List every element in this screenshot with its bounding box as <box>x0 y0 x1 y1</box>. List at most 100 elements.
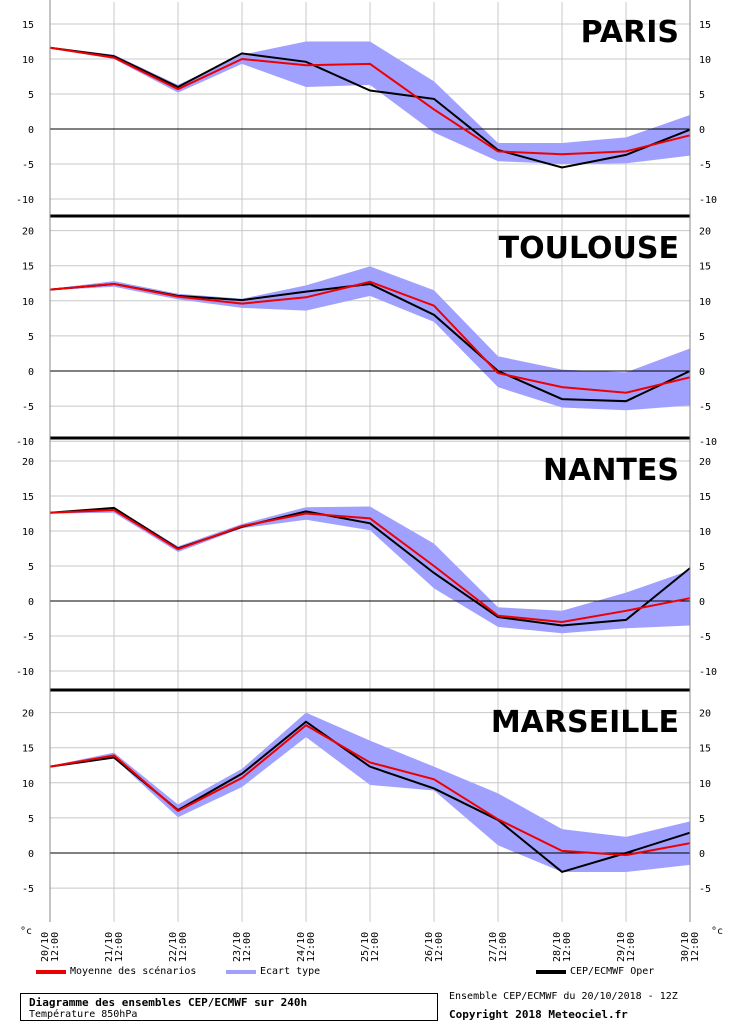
y-tick-label-left: 5 <box>28 814 34 825</box>
ecart-type-band <box>50 712 690 872</box>
y-tick-label-left: 0 <box>28 367 34 378</box>
ecart-type-band <box>50 266 690 411</box>
y-tick-label-right: 5 <box>699 332 705 343</box>
x-tick-hour: 12:00 <box>178 932 189 962</box>
y-tick-label-right: 20 <box>699 227 711 238</box>
y-tick-label-left: 10 <box>22 527 34 538</box>
x-tick-hour: 12:00 <box>626 932 637 962</box>
y-unit-right: °c <box>711 926 723 937</box>
y-unit-left: °c <box>20 926 32 937</box>
panel-title: NANTES <box>543 453 679 488</box>
y-tick-label-right: -5 <box>699 160 711 171</box>
x-tick-hour: 12:00 <box>562 932 573 962</box>
y-tick-label-right: 10 <box>699 55 711 66</box>
x-tick-date: 25/10 <box>360 932 371 962</box>
x-tick-date: 28/10 <box>552 932 563 962</box>
y-tick-label-right: 15 <box>699 744 711 755</box>
x-tick-hour: 12:00 <box>498 932 509 962</box>
y-tick-label-right: 0 <box>699 125 705 136</box>
y-tick-label-left: -5 <box>22 632 34 643</box>
y-tick-label-left: 0 <box>28 849 34 860</box>
x-tick-date: 24/10 <box>296 932 307 962</box>
y-tick-label-left: 20 <box>22 709 34 720</box>
y-tick-label-right: 10 <box>699 779 711 790</box>
footer-run-info: Ensemble CEP/ECMWF du 20/10/2018 - 12Z <box>449 991 678 1002</box>
footer-caption-box: Diagramme des ensembles CEP/ECMWF sur 24… <box>20 993 438 1021</box>
y-tick-label-left: 10 <box>22 55 34 66</box>
y-tick-label-right: -5 <box>699 402 711 413</box>
y-tick-label-right: 15 <box>699 262 711 273</box>
x-tick-hour: 12:00 <box>306 932 317 962</box>
legend-oper-swatch <box>536 969 566 974</box>
y-tick-label-left: 20 <box>22 227 34 238</box>
mean-series-line <box>49 280 691 394</box>
panel-title: PARIS <box>581 15 679 50</box>
ecart-type-band <box>50 41 690 164</box>
y-tick-label-left: -10 <box>16 437 34 448</box>
footer-subtitle: Température 850hPa <box>29 1009 138 1020</box>
y-tick-label-right: -5 <box>699 632 711 643</box>
x-tick-hour: 12:00 <box>50 932 61 962</box>
x-tick-date: 23/10 <box>232 932 243 962</box>
x-tick-hour: 12:00 <box>242 932 253 962</box>
legend-mean: Moyenne des scénarios <box>36 966 196 977</box>
y-tick-label-right: 15 <box>699 20 711 31</box>
y-tick-label-left: -5 <box>22 402 34 413</box>
x-tick-date: 21/10 <box>104 932 115 962</box>
y-tick-label-left: 5 <box>28 562 34 573</box>
y-tick-label-left: 20 <box>22 457 34 468</box>
x-tick-date: 29/10 <box>616 932 627 962</box>
y-tick-label-left: 10 <box>22 297 34 308</box>
y-tick-label-left: 15 <box>22 20 34 31</box>
legend-mean-swatch <box>36 969 66 974</box>
y-tick-label-left: 15 <box>22 744 34 755</box>
y-tick-label-left: -5 <box>22 160 34 171</box>
mean-series-line <box>49 508 691 624</box>
footer-copyright: Copyright 2018 Meteociel.fr <box>449 1008 628 1021</box>
legend-band-label: Ecart type <box>260 966 321 977</box>
legend-oper: CEP/ECMWF Oper <box>536 966 654 977</box>
y-tick-label-right: 0 <box>699 597 705 608</box>
y-tick-label-right: 0 <box>699 367 705 378</box>
y-tick-label-right: -10 <box>699 437 717 448</box>
legend-oper-label: CEP/ECMWF Oper <box>570 966 655 977</box>
y-tick-label-left: 15 <box>22 492 34 503</box>
panel-title: TOULOUSE <box>499 231 679 266</box>
y-tick-label-left: -10 <box>16 667 34 678</box>
y-tick-label-left: -10 <box>16 195 34 206</box>
x-tick-hour: 12:00 <box>114 932 125 962</box>
y-tick-label-right: 15 <box>699 492 711 503</box>
y-tick-label-left: 0 <box>28 125 34 136</box>
y-tick-label-right: -10 <box>699 195 717 206</box>
legend-mean-label: Moyenne des scénarios <box>70 966 197 977</box>
y-tick-label-right: 5 <box>699 90 705 101</box>
y-tick-label-right: 5 <box>699 814 705 825</box>
footer-title: Diagramme des ensembles CEP/ECMWF sur 24… <box>29 996 308 1009</box>
panel-title: MARSEILLE <box>491 705 679 740</box>
legend-band: Ecart type <box>226 966 320 977</box>
y-tick-label-right: -5 <box>699 884 711 895</box>
x-tick-hour: 12:00 <box>690 932 701 962</box>
y-tick-label-right: 0 <box>699 849 705 860</box>
y-tick-label-right: 5 <box>699 562 705 573</box>
mean-series-line <box>49 46 691 156</box>
y-tick-label-left: 0 <box>28 597 34 608</box>
x-tick-date: 27/10 <box>488 932 499 962</box>
legend-band-swatch <box>226 969 256 974</box>
x-tick-hour: 12:00 <box>370 932 381 962</box>
oper-series-line <box>49 46 691 169</box>
x-tick-date: 30/10 <box>680 932 691 962</box>
y-tick-label-left: -5 <box>22 884 34 895</box>
y-tick-label-left: 10 <box>22 779 34 790</box>
x-tick-hour: 12:00 <box>434 932 445 962</box>
y-tick-label-left: 5 <box>28 90 34 101</box>
y-tick-label-right: 10 <box>699 297 711 308</box>
y-tick-label-right: 20 <box>699 457 711 468</box>
mean-series-line <box>49 724 691 857</box>
y-tick-label-left: 15 <box>22 262 34 273</box>
y-tick-label-right: -10 <box>699 667 717 678</box>
y-tick-label-right: 10 <box>699 527 711 538</box>
x-tick-date: 22/10 <box>168 932 179 962</box>
x-tick-date: 26/10 <box>424 932 435 962</box>
